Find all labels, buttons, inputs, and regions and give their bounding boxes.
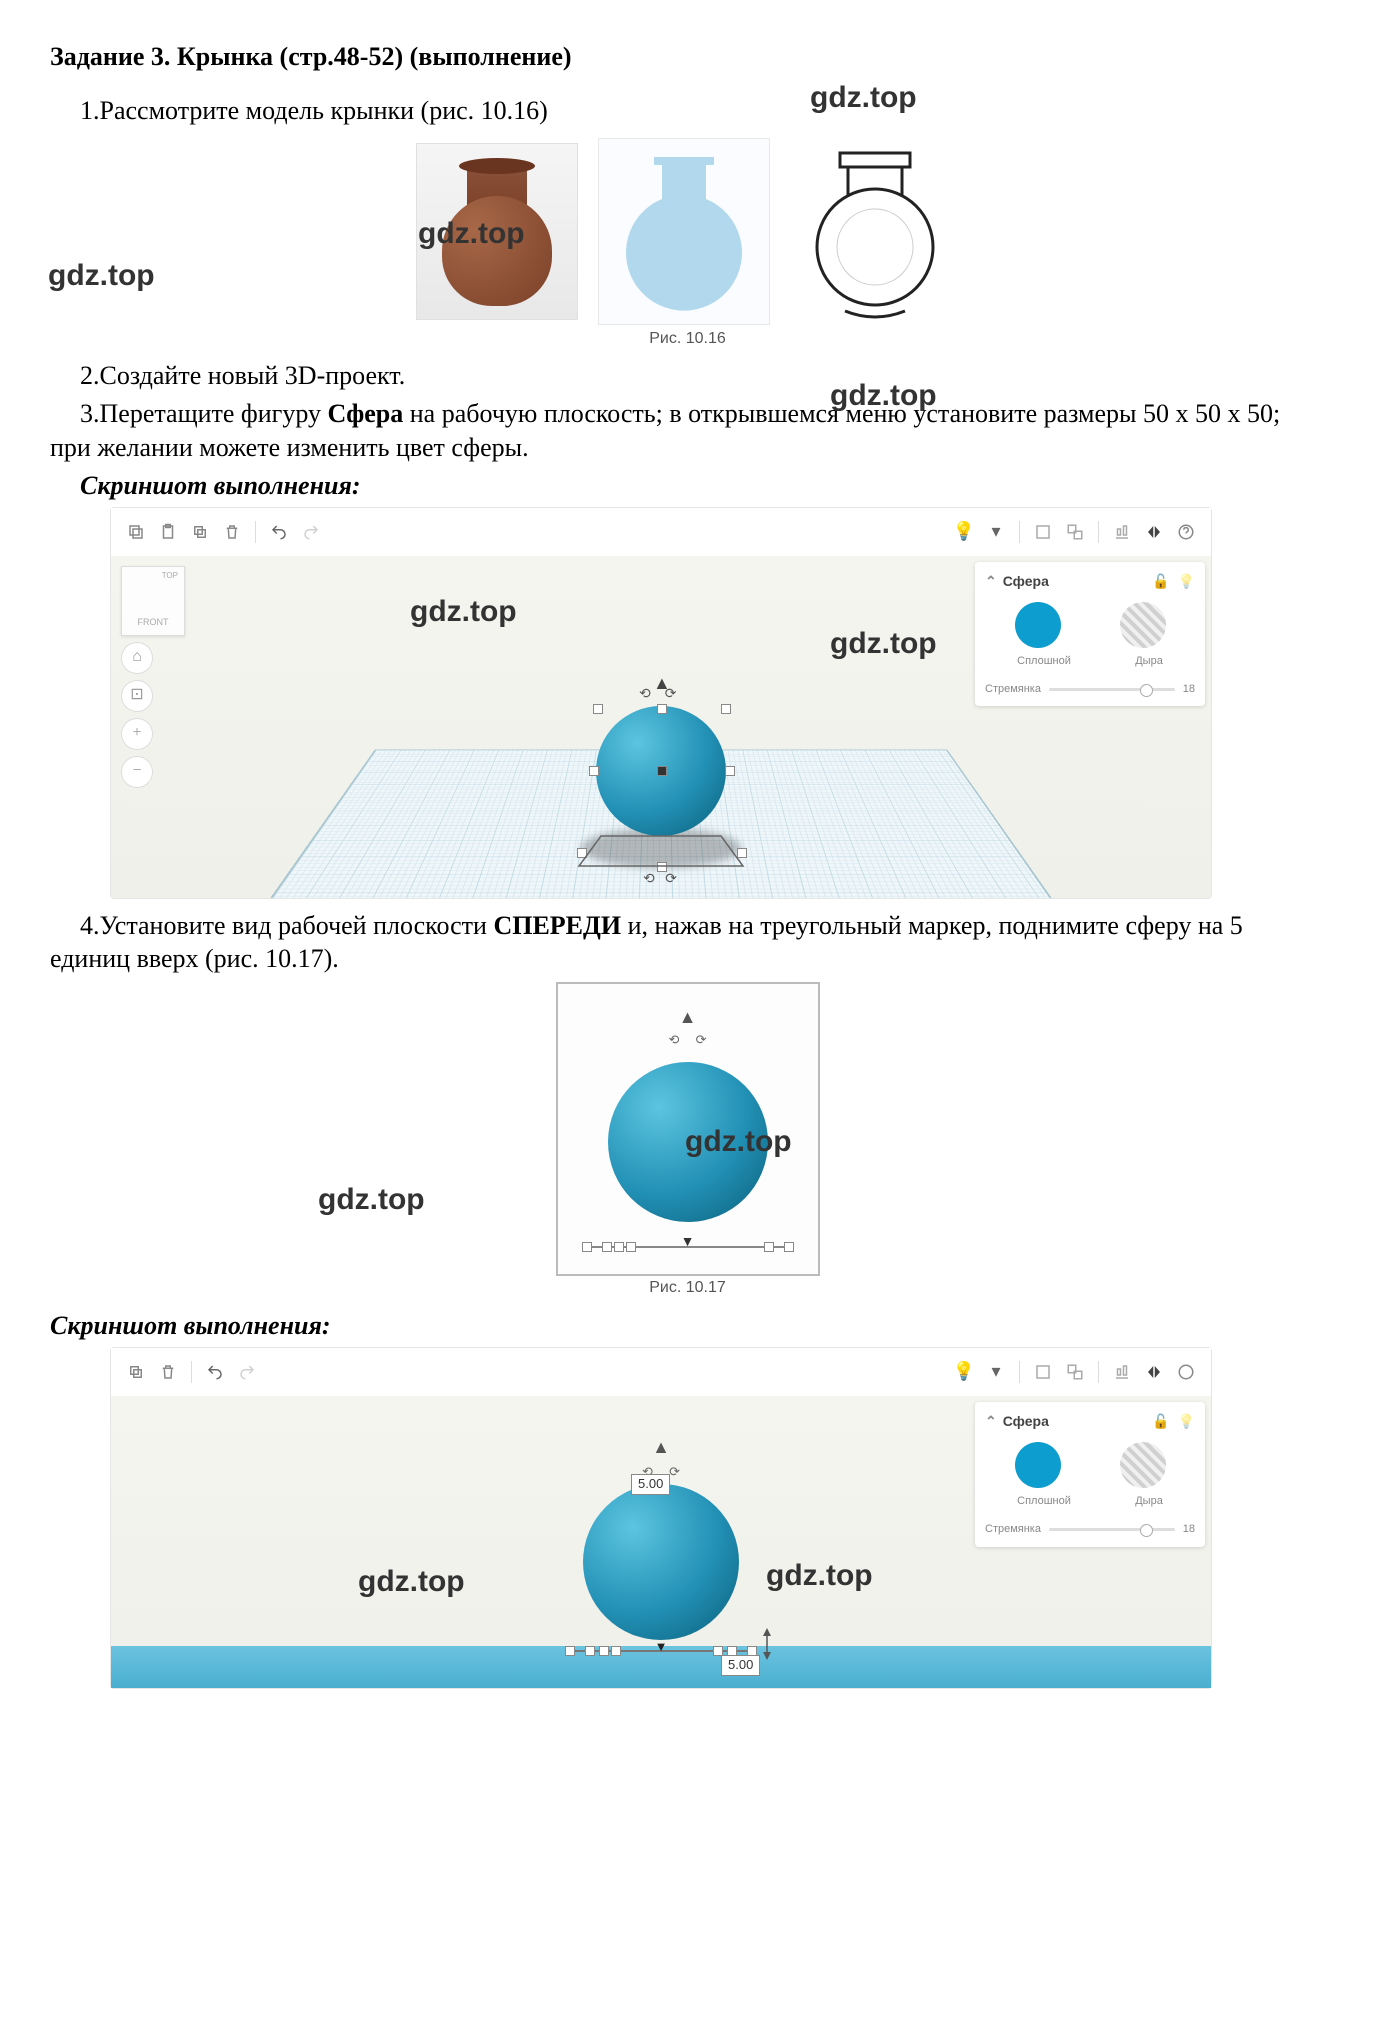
slider-label: Стремянка: [985, 1522, 1041, 1536]
panel-header[interactable]: ⌃ Сфера 🔓 💡: [985, 1412, 1195, 1430]
step-3-text: 3.Перетащите фигуру Сфера на рабочую пло…: [50, 397, 1325, 465]
swatch-solid[interactable]: [1015, 1442, 1061, 1488]
screenshot-label-2: Скриншот выполнения:: [50, 1309, 1325, 1343]
swatch-hole[interactable]: [1120, 602, 1166, 648]
mirror-icon[interactable]: [1139, 1357, 1169, 1387]
steps-slider[interactable]: Стремянка 18: [985, 1522, 1195, 1536]
step-3-bold: Сфера: [328, 399, 404, 428]
swatch-solid-label: Сплошной: [1017, 1494, 1071, 1508]
group-icon[interactable]: [1028, 517, 1058, 547]
copy-icon[interactable]: [121, 517, 151, 547]
undo-icon[interactable]: [264, 517, 294, 547]
lock-icon[interactable]: 🔓: [1152, 572, 1169, 590]
slider-label: Стремянка: [985, 682, 1041, 696]
slider-value: 18: [1183, 682, 1195, 696]
chevron-down-icon[interactable]: ▾: [981, 1357, 1011, 1387]
trash-icon[interactable]: [217, 517, 247, 547]
duplicate-icon[interactable]: [185, 517, 215, 547]
undo-icon[interactable]: [200, 1357, 230, 1387]
swatch-hole-label: Дыра: [1135, 654, 1163, 668]
panel-title: Сфера: [1003, 1412, 1049, 1430]
fig-10-16-caption: Рис. 10.16: [50, 329, 1325, 350]
mirror-icon[interactable]: [1139, 517, 1169, 547]
step-4-prefix: 4.Установите вид рабочей плоскости: [80, 911, 493, 940]
bulb-icon[interactable]: 💡: [949, 517, 979, 547]
align-icon[interactable]: [1107, 517, 1137, 547]
sphere-front-selection[interactable]: ▲ ⟲ ⟳ ▼: [561, 1436, 761, 1666]
figure-10-17: ▲ ⟲ ⟳ ▼: [556, 982, 820, 1276]
slider-thumb[interactable]: [1140, 1524, 1153, 1537]
nav-buttons: ⌂ ⊡ + −: [121, 642, 153, 788]
step-1-text: 1.Рассмотрите модель крынки (рис. 10.16): [50, 94, 1325, 128]
slider-value: 18: [1183, 1522, 1195, 1536]
swatch-hole[interactable]: [1120, 1442, 1166, 1488]
lock-icon[interactable]: 🔓: [1152, 1412, 1169, 1430]
up-arrow-icon: ▲: [679, 1006, 697, 1029]
group-icon[interactable]: [1028, 1357, 1058, 1387]
bulb-small-icon[interactable]: 💡: [1178, 1412, 1195, 1430]
task-title: Задание 3. Крынка (стр.48-52) (выполнени…: [50, 40, 1325, 74]
redo-icon[interactable]: [232, 1357, 262, 1387]
sphere-selection[interactable]: ▲ ⟲ ⟳ ⟲ ⟳: [571, 666, 751, 876]
toolbar-1: 💡 ▾: [111, 508, 1211, 557]
ungroup-icon[interactable]: [1060, 1357, 1090, 1387]
fit-icon[interactable]: ⊡: [121, 680, 153, 712]
workspace-1[interactable]: FRONT ⌂ ⊡ + − ▲ ⟲ ⟳ ⟲ ⟳: [111, 556, 1211, 898]
zoom-in-icon[interactable]: +: [121, 718, 153, 750]
help-icon[interactable]: [1171, 517, 1201, 547]
dim-label-top: 5.00: [631, 1474, 670, 1495]
home-icon[interactable]: ⌂: [121, 642, 153, 674]
sphere-front[interactable]: [583, 1484, 739, 1640]
fig17-sphere: [608, 1062, 768, 1222]
step-4-bold: СПЕРЕДИ: [493, 911, 621, 940]
ungroup-icon[interactable]: [1060, 517, 1090, 547]
screenshot-2: 💡 ▾ ▲ ⟲ ⟳ ▼: [110, 1347, 1212, 1689]
watermark: gdz.top: [318, 1180, 425, 1219]
panel-title: Сфера: [1003, 572, 1049, 590]
pot-outline: [790, 139, 960, 324]
redo-icon[interactable]: [296, 517, 326, 547]
swatch-solid-label: Сплошной: [1017, 654, 1071, 668]
paste-icon[interactable]: [153, 517, 183, 547]
property-panel-1: ⌃ Сфера 🔓 💡 Сплошной Дыра Стремянка 18: [975, 562, 1205, 707]
panel-chevron-icon[interactable]: ⌃: [985, 1412, 997, 1430]
pot-silhouette: [598, 138, 770, 325]
pot-photo: [416, 143, 578, 320]
step-2-text: 2.Создайте новый 3D-проект.: [50, 359, 1325, 393]
workspace-2[interactable]: ▲ ⟲ ⟳ ▼ 5.00 5.00 ⌃: [111, 1396, 1211, 1688]
trash-icon[interactable]: [153, 1357, 183, 1387]
align-icon[interactable]: [1107, 1357, 1137, 1387]
screenshot-label-1: Скриншот выполнения:: [50, 469, 1325, 503]
slider-thumb[interactable]: [1140, 684, 1153, 697]
step-4-text: 4.Установите вид рабочей плоскости СПЕРЕ…: [50, 909, 1325, 977]
steps-slider[interactable]: Стремянка 18: [985, 682, 1195, 696]
step-3-prefix: 3.Перетащите фигуру: [80, 399, 328, 428]
fig-10-17-caption: Рис. 10.17: [50, 1278, 1325, 1299]
help-icon[interactable]: [1171, 1357, 1201, 1387]
dim-label-bottom[interactable]: 5.00: [721, 1655, 760, 1676]
toolbar-2: 💡 ▾: [111, 1348, 1211, 1397]
screenshot-1: 💡 ▾ FRONT ⌂ ⊡ + −: [110, 507, 1212, 899]
panel-chevron-icon[interactable]: ⌃: [985, 572, 997, 590]
panel-header[interactable]: ⌃ Сфера 🔓 💡: [985, 572, 1195, 590]
zoom-out-icon[interactable]: −: [121, 756, 153, 788]
chevron-down-icon[interactable]: ▾: [981, 517, 1011, 547]
figure-10-16: [50, 138, 1325, 325]
bulb-icon[interactable]: 💡: [949, 1357, 979, 1387]
swatch-solid[interactable]: [1015, 602, 1061, 648]
duplicate-icon[interactable]: [121, 1357, 151, 1387]
view-cube[interactable]: FRONT: [121, 566, 185, 636]
cone-up-icon[interactable]: ▲: [652, 1436, 670, 1459]
bulb-small-icon[interactable]: 💡: [1178, 572, 1195, 590]
swatch-hole-label: Дыра: [1135, 1494, 1163, 1508]
property-panel-2: ⌃ Сфера 🔓 💡 Сплошной Дыра Стремянка 18: [975, 1402, 1205, 1547]
